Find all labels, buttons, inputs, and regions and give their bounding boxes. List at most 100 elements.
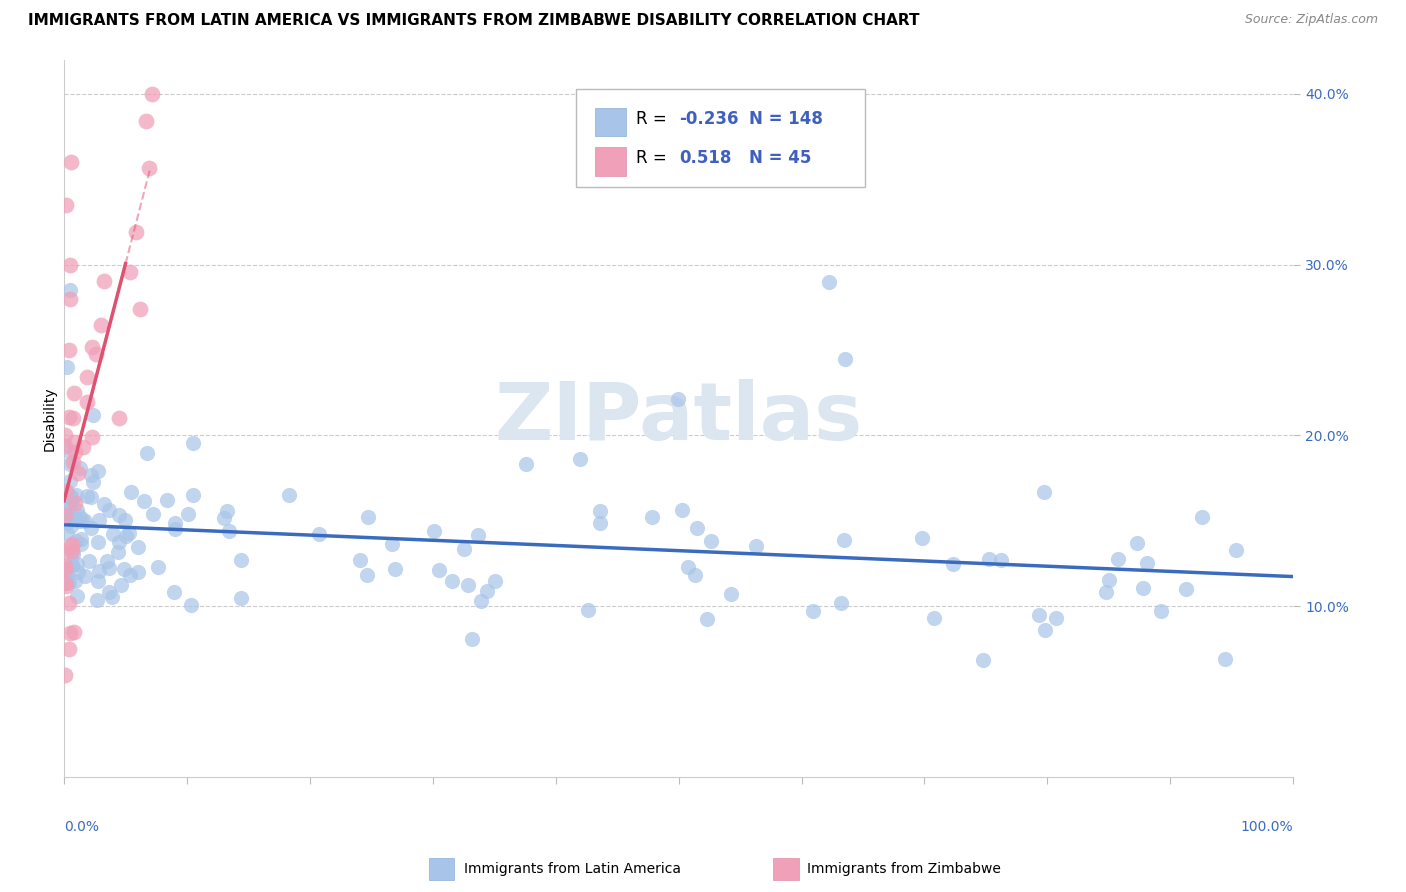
Text: N = 45: N = 45 <box>749 149 811 167</box>
Point <box>63 496 86 510</box>
Point <box>58 642 80 657</box>
Point <box>59 155 82 169</box>
Text: -0.236: -0.236 <box>679 110 738 128</box>
Point <box>53 439 76 453</box>
Text: Immigrants from Latin America: Immigrants from Latin America <box>464 862 681 876</box>
Point <box>55 442 77 457</box>
Point <box>165 516 187 530</box>
Point <box>128 302 150 317</box>
Point <box>59 539 82 553</box>
Point <box>60 492 83 507</box>
Point <box>127 566 149 580</box>
Point <box>817 275 839 289</box>
Point <box>349 553 371 567</box>
Point <box>72 440 94 454</box>
Point <box>56 486 79 500</box>
Point <box>212 510 235 524</box>
Point <box>73 569 96 583</box>
Point <box>86 593 108 607</box>
Point <box>1028 607 1050 622</box>
Point <box>62 624 84 639</box>
Point <box>59 496 82 510</box>
Point <box>65 534 87 549</box>
Text: 0.0%: 0.0% <box>65 821 98 834</box>
Point <box>59 457 82 471</box>
Point <box>588 516 610 530</box>
Point <box>70 537 93 551</box>
Point <box>77 554 100 568</box>
Point <box>683 567 706 582</box>
Point <box>101 590 124 604</box>
Point <box>87 574 110 589</box>
Text: IMMIGRANTS FROM LATIN AMERICA VS IMMIGRANTS FROM ZIMBABWE DISABILITY CORRELATION: IMMIGRANTS FROM LATIN AMERICA VS IMMIGRA… <box>28 13 920 29</box>
Point <box>87 513 110 527</box>
Point <box>63 385 86 400</box>
Point <box>76 395 98 409</box>
Point <box>59 258 82 272</box>
Point <box>60 558 83 572</box>
Point <box>576 603 599 617</box>
Point <box>65 488 87 502</box>
Point <box>457 578 479 592</box>
Point <box>58 510 80 524</box>
Point <box>63 435 86 450</box>
Point <box>60 537 83 551</box>
Point <box>832 533 855 548</box>
Point <box>384 561 406 575</box>
Point <box>66 590 89 604</box>
Point <box>177 507 200 521</box>
Point <box>118 525 141 540</box>
Point <box>1191 510 1213 524</box>
Point <box>87 564 110 578</box>
Point <box>1032 485 1054 500</box>
Point <box>108 411 131 425</box>
Point <box>101 526 124 541</box>
Point <box>834 351 856 366</box>
Point <box>641 510 664 524</box>
Point <box>720 587 742 601</box>
Point <box>65 445 87 459</box>
Text: 0.518: 0.518 <box>679 149 731 167</box>
Point <box>62 547 84 561</box>
Point <box>146 560 169 574</box>
Point <box>1033 623 1056 637</box>
Point <box>60 544 83 558</box>
Point <box>55 515 77 529</box>
Point <box>470 594 492 608</box>
Point <box>942 557 965 571</box>
Point <box>990 552 1012 566</box>
Point <box>1175 582 1198 596</box>
Point <box>357 510 380 524</box>
Point <box>142 507 165 521</box>
Text: N = 148: N = 148 <box>749 110 824 128</box>
Point <box>132 493 155 508</box>
Point <box>801 604 824 618</box>
Point <box>181 436 204 450</box>
Point <box>53 562 76 576</box>
Point <box>66 512 89 526</box>
Point <box>229 591 252 606</box>
Point <box>107 535 129 549</box>
Point <box>569 452 592 467</box>
Text: 100.0%: 100.0% <box>1240 821 1294 834</box>
Point <box>215 504 238 518</box>
Point <box>515 458 537 472</box>
Point <box>181 488 204 502</box>
Point <box>53 575 76 590</box>
Point <box>745 539 768 553</box>
Point <box>66 503 89 517</box>
Point <box>477 583 499 598</box>
Point <box>1107 552 1129 566</box>
Point <box>922 611 945 625</box>
Point <box>979 552 1001 566</box>
Point <box>59 490 82 504</box>
Point <box>110 578 132 592</box>
Point <box>118 568 141 582</box>
Point <box>53 508 76 522</box>
Point <box>67 508 90 523</box>
Point <box>422 524 444 538</box>
Point <box>67 467 90 481</box>
Point <box>461 632 484 646</box>
Point <box>58 410 80 425</box>
Point <box>76 369 98 384</box>
